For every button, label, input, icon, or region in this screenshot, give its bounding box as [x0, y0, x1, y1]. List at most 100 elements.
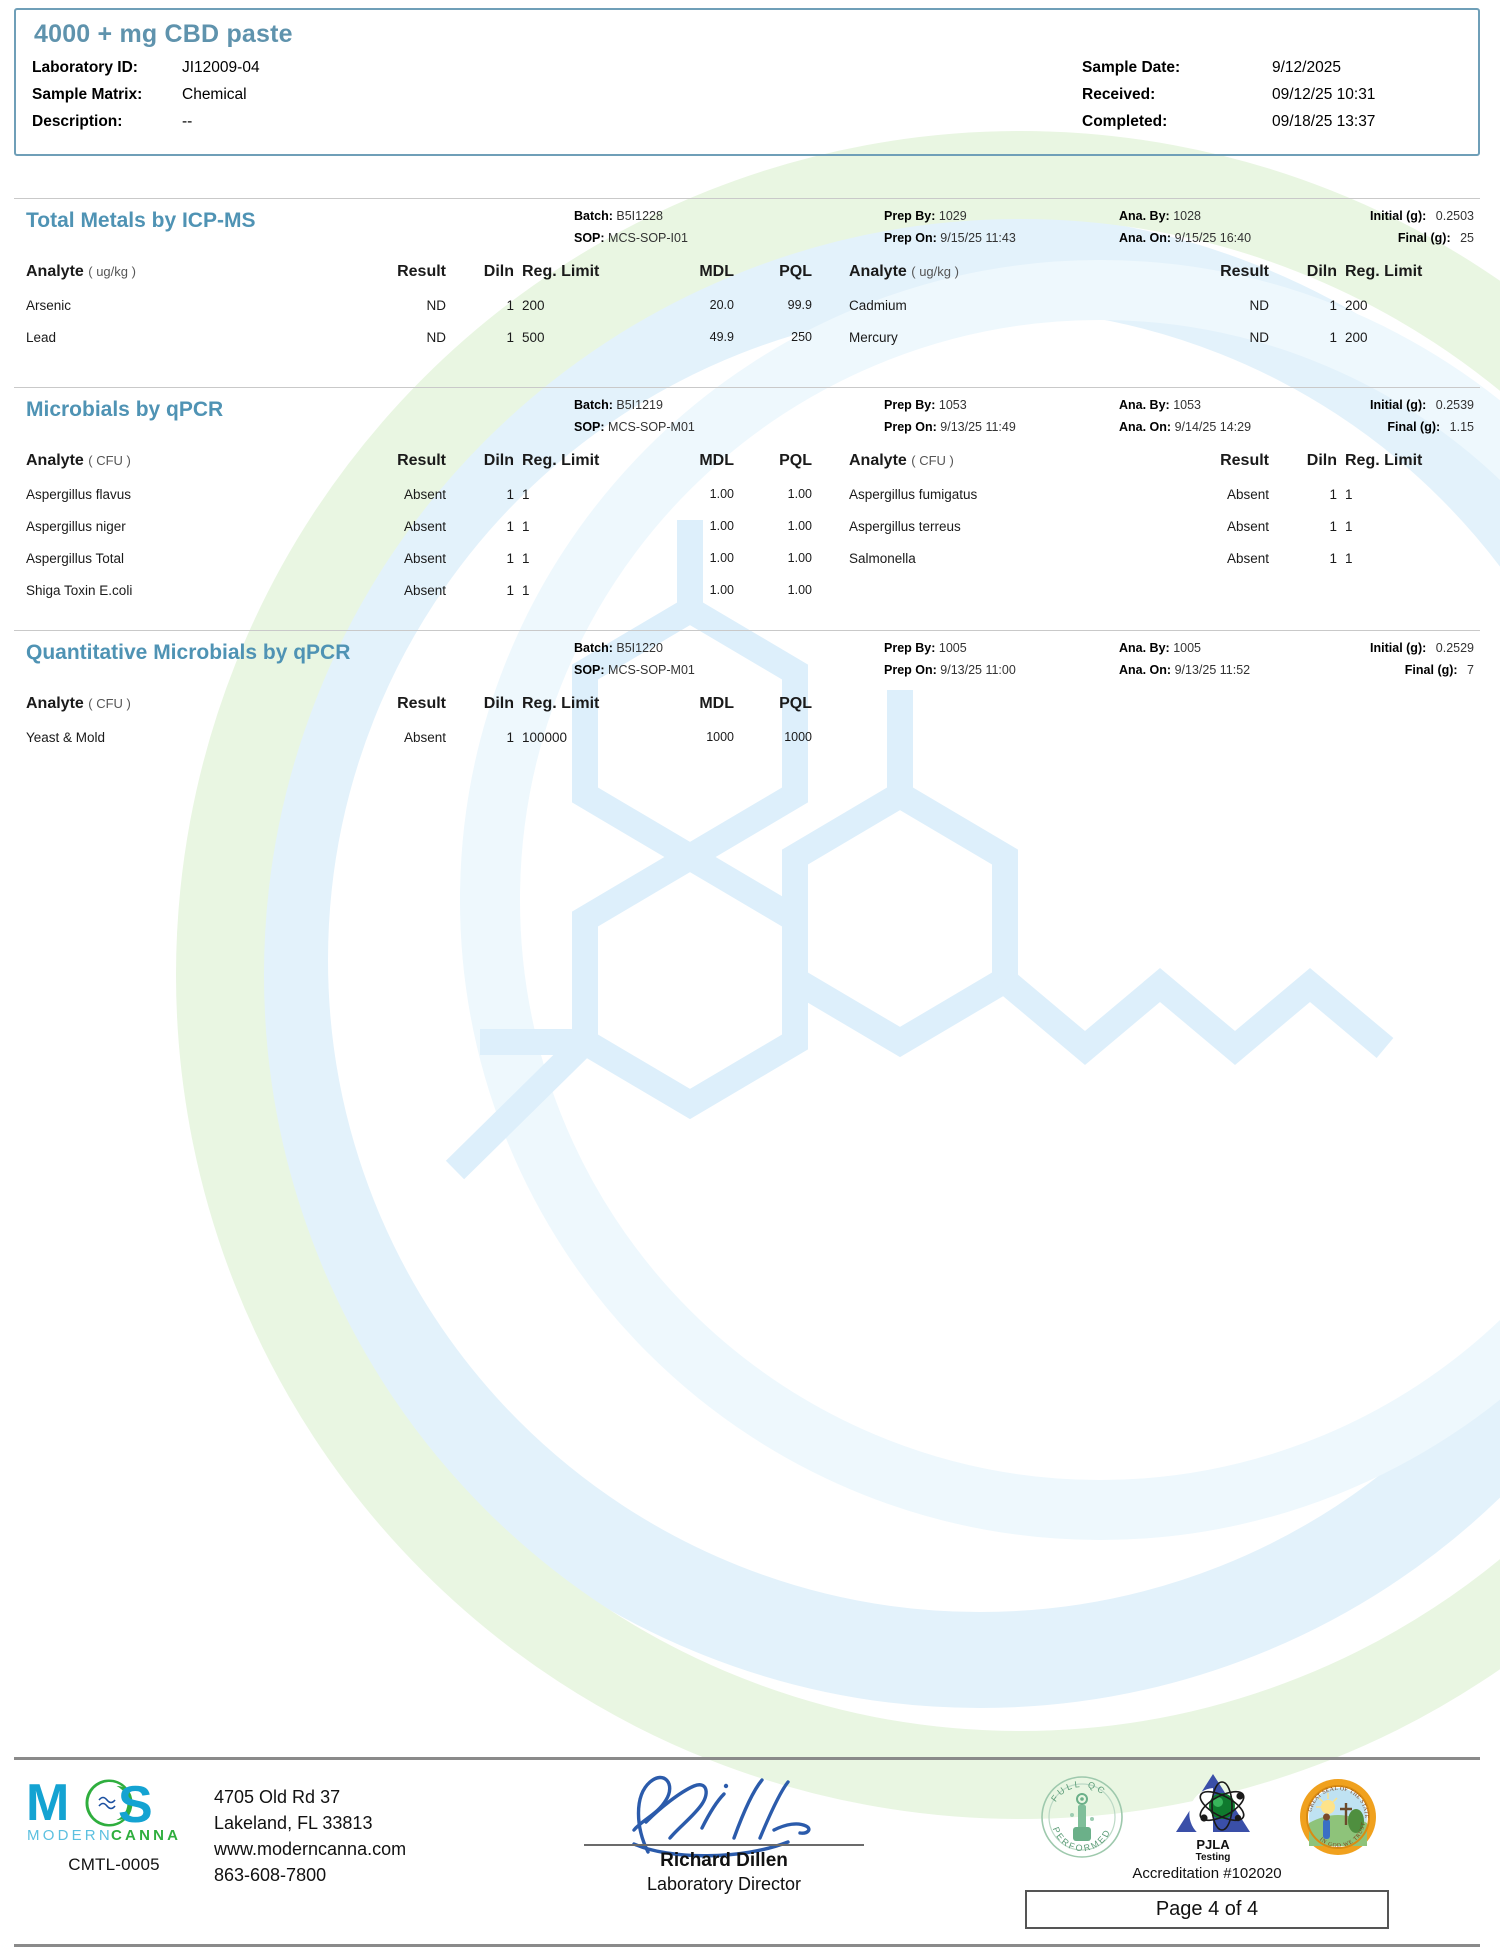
- cell-diln-left: 1: [506, 486, 514, 502]
- col-header-diln-right: Diln: [1306, 263, 1337, 280]
- meta-ana-on: Ana. On: 9/14/25 14:29: [1119, 420, 1252, 434]
- col-header-diln-left: Diln: [483, 452, 514, 469]
- meta-initial-g: Initial (g): 0.2503: [1370, 209, 1474, 223]
- col-header-pql-left: PQL: [779, 695, 812, 712]
- col-header-reg-limit-left: Reg. Limit: [522, 263, 600, 280]
- section-title: Total Metals by ICP-MS: [26, 209, 256, 232]
- cell-analyte-right: Mercury: [849, 329, 898, 345]
- meta-batch: Batch: B5I1228: [574, 209, 663, 223]
- svg-text:MODERN: MODERN: [27, 1827, 113, 1844]
- cell-diln-right: 1: [1329, 518, 1337, 534]
- meta-prep-on: Prep On: 9/13/25 11:00: [884, 663, 1016, 677]
- cell-reg-limit-right: [1345, 574, 1465, 606]
- meta-ana-on: Ana. On: 9/13/25 11:52: [1119, 663, 1251, 677]
- col-header-pql-left: PQL: [779, 452, 812, 469]
- col-header-reg-limit-left: Reg. Limit: [522, 695, 600, 712]
- field-label: Description:: [32, 113, 123, 130]
- field-value: 09/18/25 13:37: [1272, 113, 1376, 130]
- cell-analyte-right: Salmonella: [849, 550, 916, 566]
- svg-text:CANNA: CANNA: [111, 1827, 181, 1844]
- page-footer: M S MODERN CANNA LABS CMTL-0005 4705 Old…: [14, 1757, 1480, 1947]
- cell-reg-limit-right: 200: [1345, 329, 1368, 345]
- field-value: --: [182, 113, 193, 130]
- section-quantitative-microbials-by-qpcr: Quantitative Microbials by qPCR Batch: B5…: [14, 630, 1480, 753]
- col-header-mdl-right: MDL: [1465, 444, 1500, 478]
- section-microbials-by-qpcr: Microbials by qPCR Batch: B5I1219 SOP: MCS…: [14, 387, 1480, 606]
- col-header-analyte-left: Analyte ( CFU ): [26, 452, 131, 469]
- col-header-analyte-left: Analyte ( ug/kg ): [26, 263, 136, 280]
- accreditation-number: Accreditation #102020: [1132, 1865, 1282, 1882]
- cell-result-right: [1139, 574, 1269, 606]
- signer-name: Richard Dillen: [660, 1850, 788, 1871]
- meta-final-g: Final (g): 7: [1404, 663, 1474, 677]
- cell-analyte-right: Aspergillus terreus: [849, 518, 961, 534]
- meta-prep-on: Prep On: 9/15/25 11:43: [884, 231, 1016, 245]
- col-header-diln-right: Diln: [1306, 452, 1337, 469]
- field-value: 9/12/2025: [1272, 59, 1341, 76]
- column-gap: [822, 321, 837, 353]
- cell-mdl-right: 1.00: [1465, 542, 1500, 574]
- meta-final-g: Final (g): 1.15: [1387, 420, 1474, 434]
- cell-result-left: ND: [426, 297, 447, 313]
- col-header-result-left: Result: [397, 263, 446, 280]
- cell-analyte-left: Yeast & Mold: [26, 729, 106, 745]
- cell-pql-left: 1000: [784, 730, 812, 744]
- lab-website[interactable]: www.moderncanna.com: [214, 1839, 407, 1860]
- field-value: 09/12/25 10:31: [1272, 86, 1376, 103]
- cell-result-right: Absent: [1226, 518, 1269, 534]
- cell-mdl-left: 49.9: [709, 330, 734, 344]
- meta-initial-g: Initial (g): 0.2539: [1370, 398, 1474, 412]
- cell-diln-left: 1: [506, 729, 514, 745]
- col-header-mdl-right: MDL: [1465, 255, 1500, 289]
- table-header-row: Analyte ( ug/kg ) Result Diln Reg. Limit MDL…: [14, 255, 1500, 289]
- col-header-pql-left: PQL: [779, 263, 812, 280]
- cell-result-right: ND: [1249, 329, 1270, 345]
- cell-diln-right: 1: [1329, 329, 1337, 345]
- cell-pql-left: 250: [791, 330, 812, 344]
- cell-result-left: Absent: [403, 550, 446, 566]
- cell-reg-limit-right: 1: [1345, 518, 1353, 534]
- cell-analyte-left: Aspergillus Total: [26, 550, 125, 566]
- cell-result-left: ND: [426, 329, 447, 345]
- column-gap: [822, 542, 837, 574]
- cell-analyte-right: Aspergillus fumigatus: [849, 486, 978, 502]
- signature-icon: [632, 1775, 811, 1858]
- cell-mdl-left: 1.00: [709, 551, 734, 565]
- col-header-reg-limit-right: Reg. Limit: [1345, 263, 1423, 280]
- meta-prep-on: Prep On: 9/13/25 11:49: [884, 420, 1016, 434]
- field-sample-matrix: Sample Matrix: Chemical: [32, 86, 482, 113]
- meta-ana-by: Ana. By: 1005: [1119, 641, 1201, 655]
- accreditation-block: FULL QC PERFORMED: [934, 1760, 1480, 1929]
- results-table-quantitative-microbials-by-qpcr: Analyte ( CFU ) Result Diln Reg. Limit MDL PQ…: [14, 687, 822, 753]
- meta-final-g: Final (g): 25: [1397, 231, 1474, 245]
- pjla-label: PJLA: [1196, 1837, 1230, 1852]
- field-value: Chemical: [182, 86, 247, 103]
- col-header-analyte-left: Analyte ( CFU ): [26, 695, 131, 712]
- table-row: Aspergillus Total Absent 1 1 1.00 1.00 Salmone…: [14, 542, 1500, 574]
- sample-header-box: 4000 + mg CBD paste Laboratory ID: JI120…: [14, 8, 1480, 156]
- cell-pql-left: 99.9: [787, 298, 812, 312]
- sample-title: 4000 + mg CBD paste: [34, 20, 293, 48]
- meta-ana-by: Ana. By: 1028: [1119, 209, 1201, 223]
- svg-text:S: S: [118, 1778, 153, 1834]
- signer-role: Laboratory Director: [646, 1874, 802, 1894]
- column-gap: [822, 289, 837, 321]
- column-gap: [822, 444, 837, 478]
- cell-result-left: Absent: [403, 486, 446, 502]
- meta-prep-by: Prep By: 1053: [884, 398, 967, 412]
- cell-mdl-left: 1.00: [709, 487, 734, 501]
- cell-mdl-right: 1.00: [1465, 510, 1500, 542]
- field-label: Received:: [1082, 86, 1156, 103]
- meta-sop: SOP: MCS-SOP-M01: [574, 420, 695, 434]
- section-title: Microbials by qPCR: [26, 398, 224, 421]
- col-header-reg-limit-right: Reg. Limit: [1345, 452, 1423, 469]
- col-header-reg-limit-left: Reg. Limit: [522, 452, 600, 469]
- results-table-microbials-by-qpcr: Analyte ( CFU ) Result Diln Reg. Limit MDL PQ…: [14, 444, 1500, 606]
- field-received: Received: 09/12/25 10:31: [1082, 86, 1462, 113]
- cell-mdl-left: 1000: [706, 730, 734, 744]
- meta-sop: SOP: MCS-SOP-M01: [574, 663, 695, 677]
- cell-mdl-right: 20.0: [1465, 289, 1500, 321]
- signature-block: Richard Dillen Laboratory Director: [514, 1760, 934, 1895]
- cell-analyte-right: Cadmium: [849, 297, 907, 313]
